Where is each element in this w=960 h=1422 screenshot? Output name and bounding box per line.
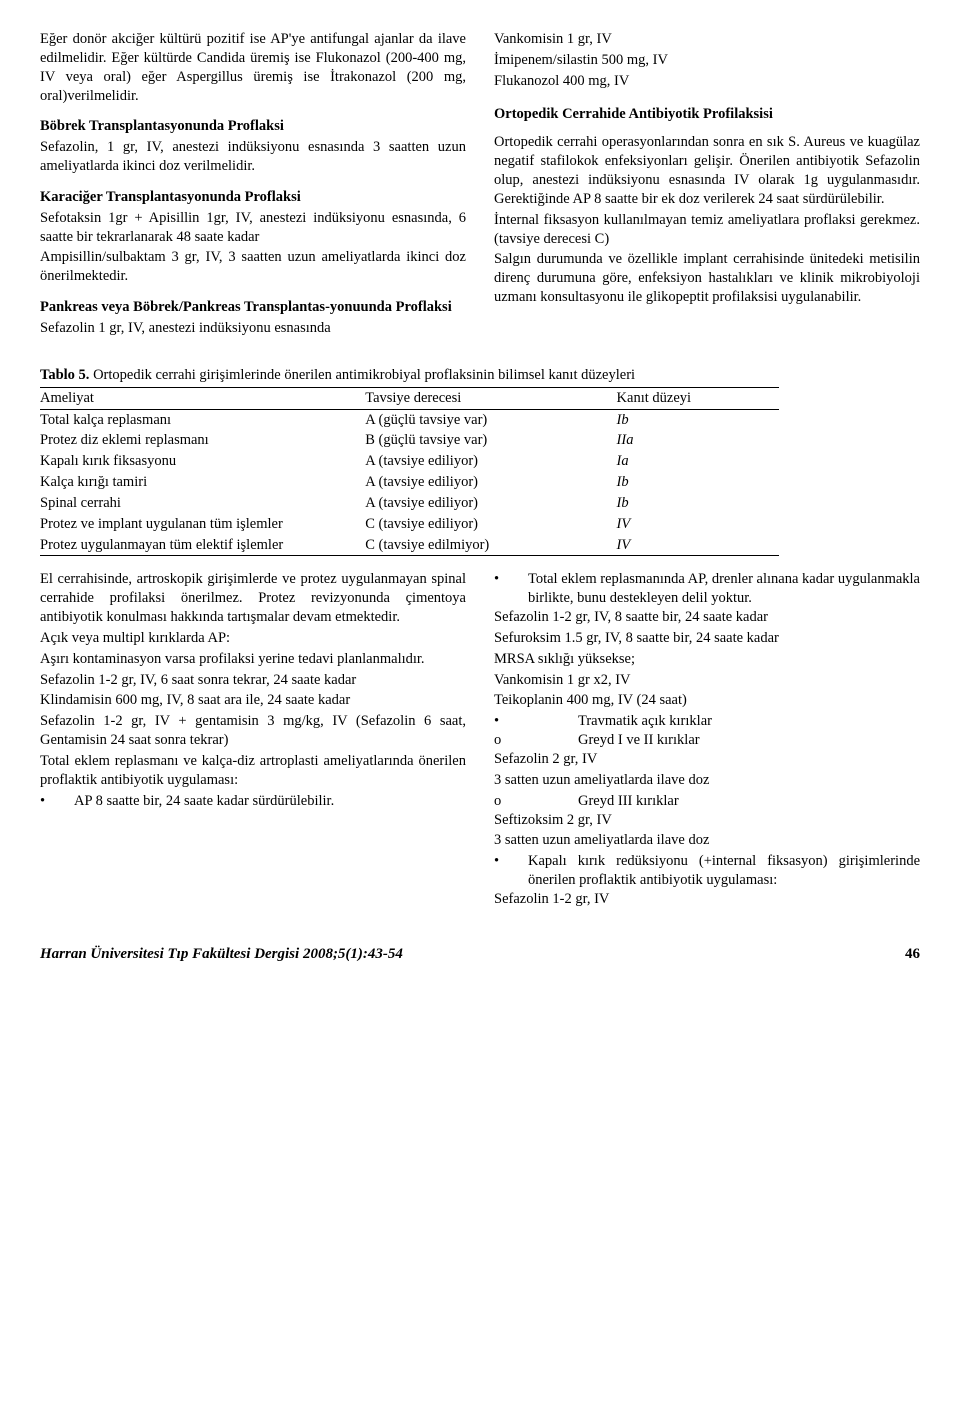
- caption-label: Tablo 5.: [40, 367, 89, 383]
- para: İmipenem/silastin 500 mg, IV: [494, 51, 920, 70]
- section-heading: Böbrek Transplantasyonunda Proflaksi: [40, 117, 466, 136]
- td: B (güçlü tavsiye var): [365, 430, 616, 451]
- td: Kapalı kırık fiksasyonu: [40, 451, 365, 472]
- page-footer: Harran Üniversitesi Tıp Fakültesi Dergis…: [40, 945, 920, 965]
- bullet-icon: •: [494, 852, 528, 890]
- td: A (tavsiye ediliyor): [365, 493, 616, 514]
- bullet-icon: •: [40, 792, 74, 811]
- left-column: El cerrahisinde, artroskopik girişimlerd…: [40, 570, 466, 910]
- bullet-item: • AP 8 saatte bir, 24 saate kadar sürdür…: [40, 792, 466, 811]
- td: A (tavsiye ediliyor): [365, 451, 616, 472]
- table-row: Total kalça replasmanıA (güçlü tavsiye v…: [40, 409, 779, 430]
- td: C (tavsiye ediliyor): [365, 514, 616, 535]
- bullet-label: Greyd III kırıklar: [528, 792, 920, 811]
- para: Sefazolin 1-2 gr, IV + gentamisin 3 mg/k…: [40, 712, 466, 750]
- td: Ib: [617, 472, 780, 493]
- table-header-row: Ameliyat Tavsiye derecesi Kanıt düzeyi: [40, 387, 779, 409]
- lower-columns: El cerrahisinde, artroskopik girişimlerd…: [40, 570, 920, 910]
- table-row: Protez uygulanmayan tüm elektif işlemler…: [40, 535, 779, 556]
- table-row: Kapalı kırık fiksasyonuA (tavsiye ediliy…: [40, 451, 779, 472]
- bullet-text: Greyd I ve II kırıklar: [528, 731, 920, 750]
- td: Protez uygulanmayan tüm elektif işlemler: [40, 535, 365, 556]
- bullet-label: Greyd I ve II kırıklar: [528, 731, 920, 750]
- para: Sefazolin, 1 gr, IV, anestezi indüksiyon…: [40, 138, 466, 176]
- page-number: 46: [905, 945, 920, 965]
- bullet-text: Travmatik açık kırıklar: [528, 712, 920, 731]
- upper-columns: Eğer donör akciğer kültürü pozitif ise A…: [40, 30, 920, 340]
- para: Sefazolin 1-2 gr, IV: [494, 890, 920, 909]
- bullet-item: • Total eklem replasmanında AP, drenler …: [494, 570, 920, 608]
- para: Ampisillin/sulbaktam 3 gr, IV, 3 saatten…: [40, 248, 466, 286]
- para: Flukanozol 400 mg, IV: [494, 72, 920, 91]
- para: Eğer donör akciğer kültürü pozitif ise A…: [40, 30, 466, 105]
- table-row: Protez diz eklemi replasmanıB (güçlü tav…: [40, 430, 779, 451]
- bullet-text: Kapalı kırık redüksiyonu (+internal fiks…: [528, 852, 920, 890]
- td: Kalça kırığı tamiri: [40, 472, 365, 493]
- right-column: Vankomisin 1 gr, IV İmipenem/silastin 50…: [494, 30, 920, 340]
- para: Sefazolin 1-2 gr, IV, 6 saat sonra tekra…: [40, 671, 466, 690]
- para: Klindamisin 600 mg, IV, 8 saat ara ile, …: [40, 691, 466, 710]
- table-row: Protez ve implant uygulanan tüm işlemler…: [40, 514, 779, 535]
- td: C (tavsiye edilmiyor): [365, 535, 616, 556]
- th: Ameliyat: [40, 387, 365, 409]
- td: Protez ve implant uygulanan tüm işlemler: [40, 514, 365, 535]
- bullet-item: • Kapalı kırık redüksiyonu (+internal fi…: [494, 852, 920, 890]
- para: Sefazolin 2 gr, IV: [494, 750, 920, 769]
- caption-text: Ortopedik cerrahi girişimlerinde önerile…: [89, 367, 635, 383]
- para: Ortopedik cerrahi operasyonlarından sonr…: [494, 133, 920, 208]
- sub-bullet-item: o Greyd I ve II kırıklar: [494, 731, 920, 750]
- table-caption: Tablo 5. Ortopedik cerrahi girişimlerind…: [40, 366, 920, 385]
- left-column: Eğer donör akciğer kültürü pozitif ise A…: [40, 30, 466, 340]
- section-heading: Ortopedik Cerrahide Antibiyotik Profilak…: [494, 105, 920, 124]
- td: Ia: [617, 451, 780, 472]
- td: IIa: [617, 430, 780, 451]
- bullet-text: Total eklem replasmanında AP, drenler al…: [528, 570, 920, 608]
- td: Total kalça replasmanı: [40, 409, 365, 430]
- td: Protez diz eklemi replasmanı: [40, 430, 365, 451]
- para: Sefuroksim 1.5 gr, IV, 8 saatte bir, 24 …: [494, 629, 920, 648]
- bullet-text: Greyd III kırıklar: [528, 792, 920, 811]
- para: Vankomisin 1 gr, IV: [494, 30, 920, 49]
- para: Sefotaksin 1gr + Apisillin 1gr, IV, anes…: [40, 209, 466, 247]
- para: Salgın durumunda ve özellikle implant ce…: [494, 250, 920, 307]
- para: 3 satten uzun ameliyatlarda ilave doz: [494, 771, 920, 790]
- bullet-label: Travmatik açık kırıklar: [528, 712, 920, 731]
- para: 3 satten uzun ameliyatlarda ilave doz: [494, 831, 920, 850]
- para: El cerrahisinde, artroskopik girişimlerd…: [40, 570, 466, 627]
- section-heading: Karaciğer Transplantasyonunda Proflaksi: [40, 188, 466, 207]
- th: Kanıt düzeyi: [617, 387, 780, 409]
- table-5: Ameliyat Tavsiye derecesi Kanıt düzeyi T…: [40, 387, 779, 557]
- td: A (güçlü tavsiye var): [365, 409, 616, 430]
- section-heading: Pankreas veya Böbrek/Pankreas Transplant…: [40, 298, 466, 317]
- sub-bullet-item: o Greyd III kırıklar: [494, 792, 920, 811]
- td: IV: [617, 535, 780, 556]
- para: Seftizoksim 2 gr, IV: [494, 811, 920, 830]
- para: Sefazolin 1-2 gr, IV, 8 saatte bir, 24 s…: [494, 608, 920, 627]
- bullet-item: • Travmatik açık kırıklar: [494, 712, 920, 731]
- para: Sefazolin 1 gr, IV, anestezi indüksiyonu…: [40, 319, 466, 338]
- td: A (tavsiye ediliyor): [365, 472, 616, 493]
- para: MRSA sıklığı yüksekse;: [494, 650, 920, 669]
- bullet-icon: •: [494, 712, 528, 731]
- table-row: Kalça kırığı tamiriA (tavsiye ediliyor)I…: [40, 472, 779, 493]
- para: Total eklem replasmanı ve kalça-diz artr…: [40, 752, 466, 790]
- para: İnternal fiksasyon kullanılmayan temiz a…: [494, 211, 920, 249]
- circle-icon: o: [494, 731, 528, 750]
- th: Tavsiye derecesi: [365, 387, 616, 409]
- table-row: Spinal cerrahiA (tavsiye ediliyor)Ib: [40, 493, 779, 514]
- circle-icon: o: [494, 792, 528, 811]
- para: Açık veya multipl kırıklarda AP:: [40, 629, 466, 648]
- bullet-icon: •: [494, 570, 528, 608]
- journal-title: Harran Üniversitesi Tıp Fakültesi Dergis…: [40, 945, 403, 965]
- td: IV: [617, 514, 780, 535]
- td: Ib: [617, 493, 780, 514]
- para: Vankomisin 1 gr x2, IV: [494, 671, 920, 690]
- bullet-text: AP 8 saatte bir, 24 saate kadar sürdürül…: [74, 792, 466, 811]
- para: Aşırı kontaminasyon varsa profilaksi yer…: [40, 650, 466, 669]
- td: Ib: [617, 409, 780, 430]
- td: Spinal cerrahi: [40, 493, 365, 514]
- right-column: • Total eklem replasmanında AP, drenler …: [494, 570, 920, 910]
- para: Teikoplanin 400 mg, IV (24 saat): [494, 691, 920, 710]
